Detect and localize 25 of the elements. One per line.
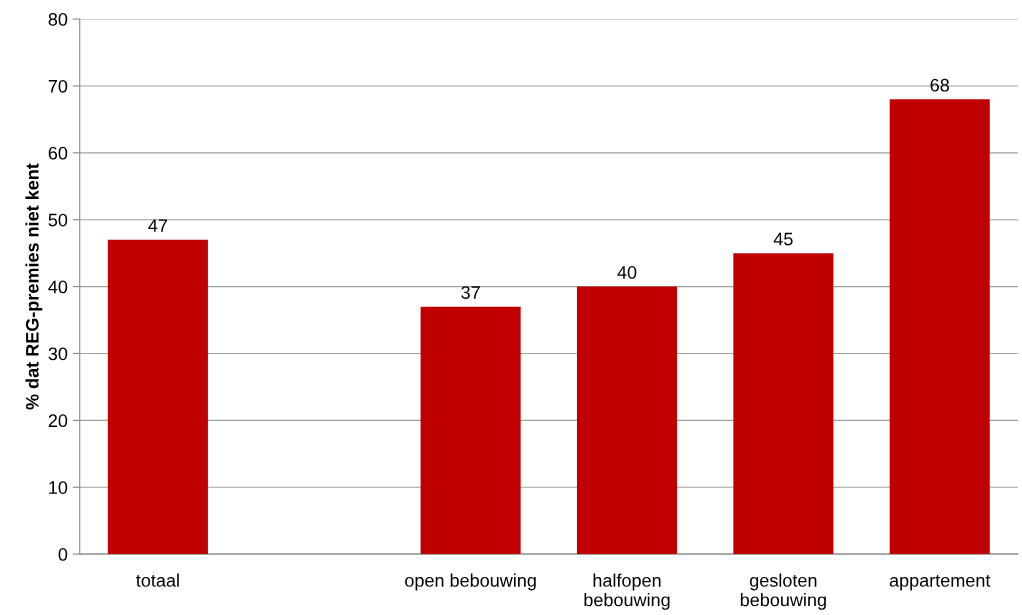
bar bbox=[733, 253, 834, 555]
x-tick-label: halfopen bebouwing bbox=[584, 573, 670, 610]
y-tick-label: 70 bbox=[48, 79, 68, 93]
data-label: 68 bbox=[930, 78, 949, 92]
y-tick-label: 80 bbox=[48, 13, 68, 26]
y-tick-label: 60 bbox=[48, 146, 68, 160]
data-label: 45 bbox=[773, 232, 793, 246]
data-label: 40 bbox=[617, 266, 637, 279]
bar bbox=[420, 306, 521, 555]
data-label: 37 bbox=[461, 286, 480, 299]
x-tick-label: gesloten bebouwing bbox=[740, 573, 826, 610]
bar bbox=[107, 239, 208, 555]
y-tick-label: 10 bbox=[49, 481, 68, 494]
y-tick-label: 50 bbox=[48, 213, 68, 227]
x-tick-label: totaal bbox=[136, 573, 179, 587]
y-tick-label: 30 bbox=[48, 347, 68, 361]
y-tick-label: 0 bbox=[58, 548, 68, 561]
x-tick-label: appartement bbox=[889, 574, 991, 591]
bar bbox=[889, 99, 990, 555]
data-label: 47 bbox=[148, 219, 168, 232]
bar bbox=[576, 286, 678, 555]
y-axis-title: % dat REG-premies niet kent bbox=[25, 163, 43, 410]
y-tick-label: 20 bbox=[48, 414, 68, 428]
y-tick-label: 40 bbox=[48, 280, 68, 294]
x-tick-label: open bebouwing bbox=[405, 573, 536, 591]
